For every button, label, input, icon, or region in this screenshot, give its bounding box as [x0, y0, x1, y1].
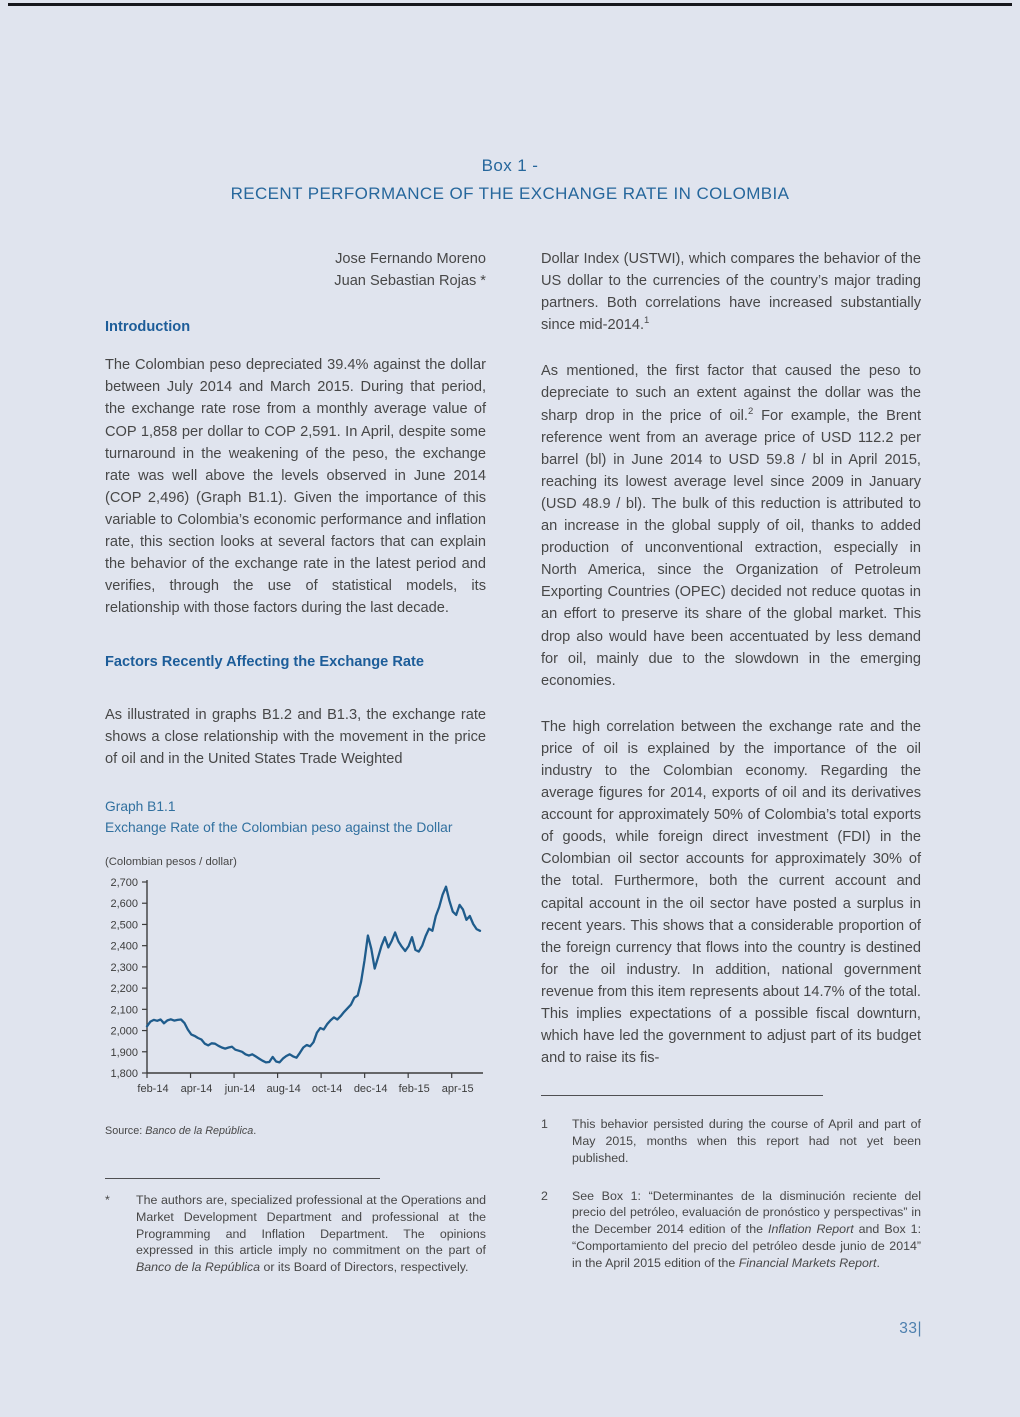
svg-text:2,200: 2,200 — [110, 983, 138, 995]
footnote-1-text: This behavior persisted during the cours… — [572, 1117, 921, 1165]
author-footnote: * The authors are, specialized professio… — [105, 1192, 486, 1276]
author-footnote-marker: * — [105, 1193, 110, 1208]
author-footnote-seg3: or its Board of Directors, respectively. — [260, 1260, 469, 1275]
svg-text:1,900: 1,900 — [110, 1047, 138, 1059]
footnote-ref-2: 2 — [747, 405, 754, 417]
footnote-2-seg1: See Box 1: “Determinantes de la disminuc… — [572, 1188, 921, 1237]
intro-paragraph: The Colombian peso depreciated 39.4% aga… — [105, 357, 486, 617]
footnote-2-marker: 2 — [541, 1188, 548, 1203]
svg-text:dec-14: dec-14 — [354, 1083, 388, 1095]
exchange-rate-line-chart: 1,800 1,900 2,000 2,100 2,200 2,300 2,400 2,500… — [110, 877, 483, 1095]
authors: Jose Fernando Moreno Juan Sebastian Roja… — [105, 248, 486, 292]
svg-text:2,500: 2,500 — [110, 919, 138, 931]
svg-text:oct-14: oct-14 — [312, 1083, 343, 1095]
right-paragraph-2: As mentioned, the first factor that caus… — [541, 360, 921, 691]
source-label: Source: — [105, 1124, 146, 1137]
introduction-heading: Introduction — [105, 319, 191, 336]
left-column: Jose Fernando Moreno Juan Sebastian Roja… — [105, 248, 486, 1297]
svg-text:jun-14: jun-14 — [224, 1083, 256, 1095]
svg-text:feb-15: feb-15 — [399, 1083, 430, 1095]
left-footnote-block: * The authors are, specialized professio… — [105, 1178, 486, 1276]
right-paragraph-2-after: For example, the Brent reference went fr… — [541, 407, 921, 689]
source-period: . — [253, 1124, 257, 1137]
two-column-layout: Jose Fernando Moreno Juan Sebastian Roja… — [0, 248, 1020, 1297]
svg-text:2,000: 2,000 — [110, 1025, 138, 1037]
svg-text:apr-14: apr-14 — [181, 1083, 213, 1095]
svg-text:1,800: 1,800 — [110, 1068, 138, 1080]
source-name: Banco de la República — [145, 1124, 254, 1137]
right-footnote-block: 1 This behavior persisted during the cou… — [541, 1095, 921, 1271]
author-footnote-text: The authors are, specialized professiona… — [136, 1192, 486, 1276]
page-number: 33| — [899, 1320, 922, 1337]
svg-text:2,700: 2,700 — [110, 877, 138, 889]
top-rule — [8, 3, 1012, 6]
footnote-2-seg2: Inflation Report — [768, 1222, 854, 1237]
footnote-2-seg4: Financial Markets Report — [738, 1255, 877, 1270]
graph-title: Exchange Rate of the Colombian peso agai… — [105, 819, 453, 835]
graph-caption: Graph B1.1 Exchange Rate of the Colombia… — [105, 796, 486, 838]
right-footnote-rule — [541, 1095, 823, 1097]
footnote-2-seg5: . — [876, 1255, 880, 1270]
right-column: Dollar Index (USTWI), which compares the… — [541, 248, 921, 1297]
author-1: Jose Fernando Moreno — [335, 251, 486, 267]
footnote-ref-1: 1 — [644, 315, 650, 327]
svg-text:2,600: 2,600 — [110, 898, 138, 910]
author-2: Juan Sebastian Rojas * — [334, 273, 486, 290]
factors-heading: Factors Recently Affecting the Exchange … — [105, 654, 424, 671]
svg-text:2,100: 2,100 — [110, 1004, 138, 1016]
footnote-2-text: See Box 1: “Determinantes de la disminuc… — [572, 1188, 921, 1272]
right-paragraph-1: Dollar Index (USTWI), which compares the… — [541, 248, 921, 336]
svg-text:2,400: 2,400 — [110, 941, 138, 953]
author-footnote-seg1: The authors are, specialized professiona… — [136, 1193, 486, 1258]
box-title-line2: RECENT PERFORMANCE OF THE EXCHANGE RATE … — [230, 184, 790, 203]
svg-text:apr-15: apr-15 — [442, 1083, 474, 1095]
footnote-2-seg3: and Box 1: “Comportamiento del precio de… — [572, 1222, 922, 1270]
footnote-1-marker: 1 — [541, 1117, 548, 1132]
box-title: Box 1 - RECENT PERFORMANCE OF THE EXCHAN… — [0, 152, 1020, 208]
footnote-2: 2 See Box 1: “Determinantes de la dismin… — [541, 1188, 921, 1272]
right-paragraph-1-text: Dollar Index (USTWI), which compares the… — [541, 251, 921, 334]
axis-unit-label: (Colombian pesos / dollar) — [105, 855, 237, 868]
chart-source: Source: Banco de la República. — [105, 1120, 486, 1142]
author-footnote-seg2: Banco de la República — [136, 1260, 260, 1275]
footnote-1: 1 This behavior persisted during the cou… — [541, 1116, 921, 1166]
graph-number: Graph B1.1 — [105, 798, 176, 814]
svg-text:aug-14: aug-14 — [266, 1083, 300, 1095]
factors-paragraph: As illustrated in graphs B1.2 and B1.3, … — [105, 706, 486, 767]
chart-wrap: 1,800 1,900 2,000 2,100 2,200 2,300 2,400 2,500… — [105, 875, 486, 1114]
left-footnote-rule — [105, 1178, 380, 1180]
svg-text:2,300: 2,300 — [110, 962, 138, 974]
right-paragraph-3: The high correlation between the exchang… — [541, 718, 921, 1067]
svg-text:feb-14: feb-14 — [137, 1083, 168, 1095]
box-title-line1: Box 1 - — [481, 156, 539, 175]
graph-block: Graph B1.1 Exchange Rate of the Colombia… — [105, 796, 486, 1142]
right-paragraph-2-before: As mentioned, the first factor that caus… — [541, 363, 921, 424]
